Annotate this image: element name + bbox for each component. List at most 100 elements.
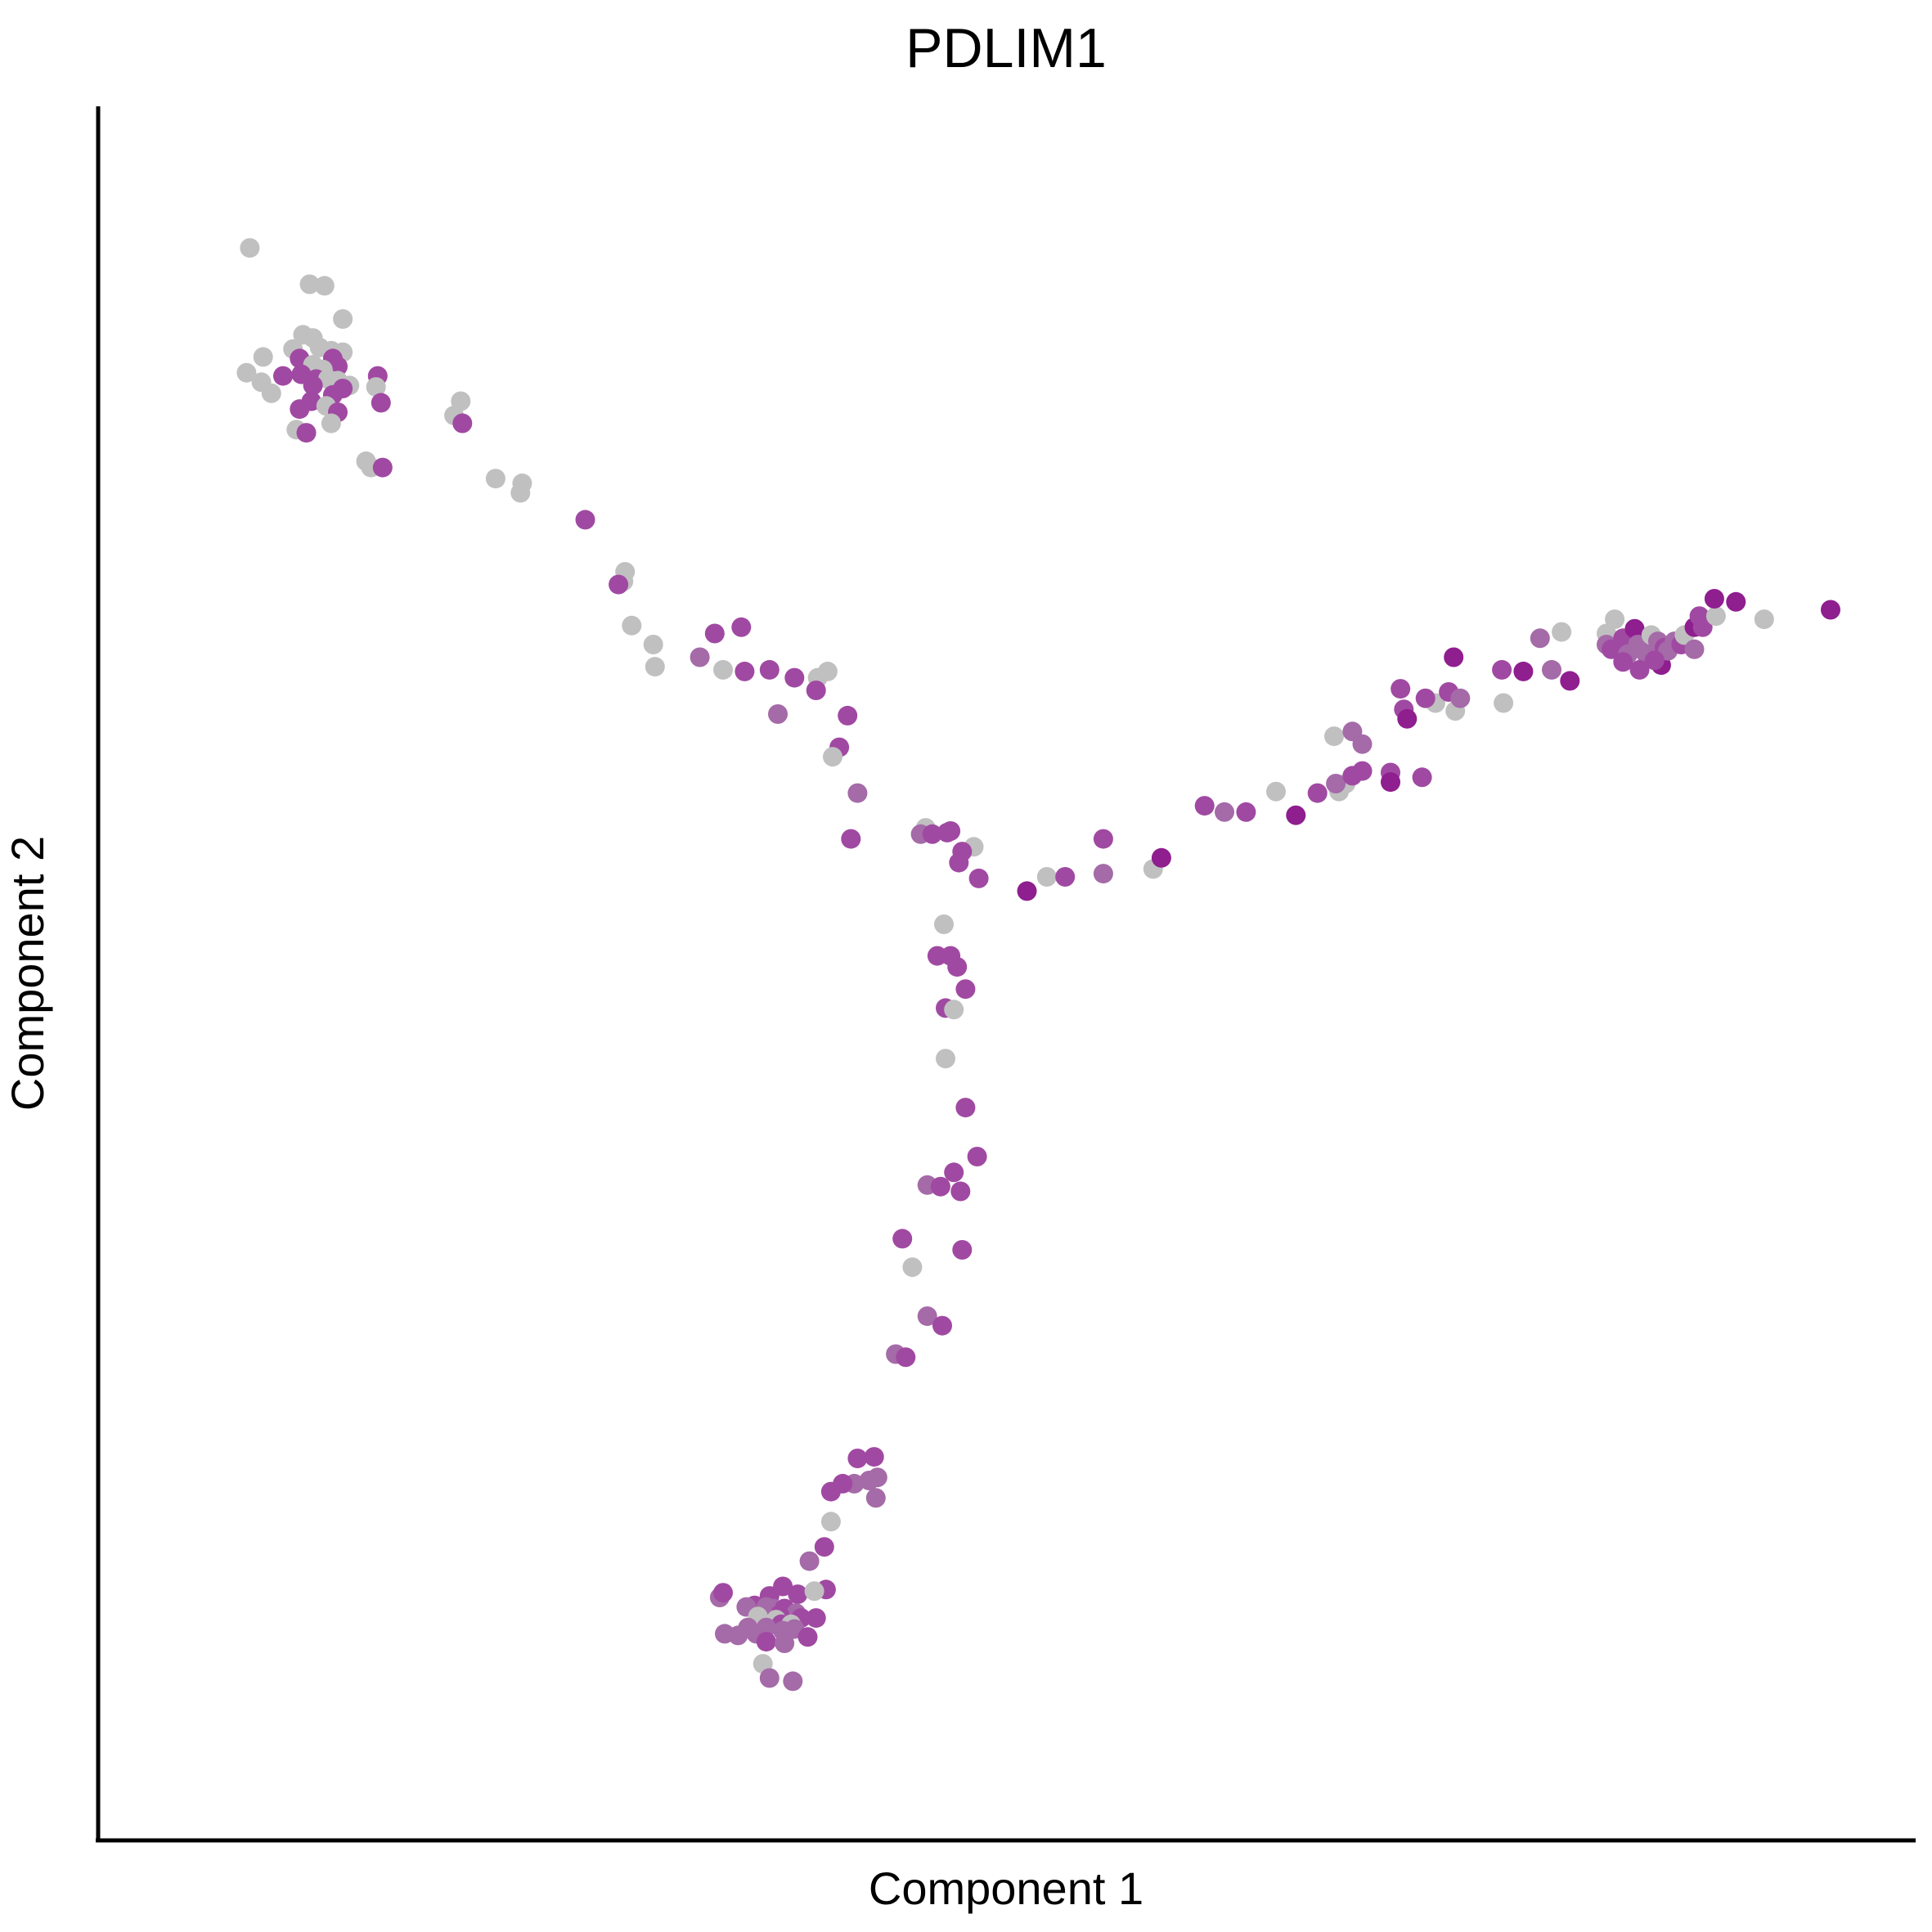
scatter-point bbox=[1236, 802, 1256, 822]
scatter-point bbox=[372, 457, 393, 478]
scatter-point bbox=[1412, 767, 1432, 788]
scatter-point bbox=[1017, 881, 1037, 901]
scatter-point bbox=[713, 1583, 733, 1603]
scatter-point bbox=[303, 375, 323, 396]
scatter-point bbox=[1494, 693, 1514, 713]
scatter-point bbox=[838, 705, 858, 726]
scatter-point bbox=[847, 783, 868, 803]
scatter-point bbox=[798, 1627, 818, 1647]
scatter-point bbox=[1093, 864, 1113, 884]
scatter-point bbox=[1352, 761, 1373, 781]
scatter-point bbox=[1450, 688, 1471, 708]
scatter-point bbox=[299, 274, 320, 294]
scatter-point bbox=[936, 1049, 955, 1069]
scatter-point bbox=[1552, 622, 1572, 642]
scatter-point bbox=[1644, 650, 1665, 671]
scatter-point bbox=[932, 1315, 952, 1336]
scatter-point bbox=[817, 661, 838, 681]
scatter-point bbox=[1726, 591, 1746, 612]
scatter-point bbox=[759, 659, 780, 680]
scatter-point bbox=[1307, 783, 1328, 803]
scatter-point bbox=[1629, 659, 1650, 680]
scatter-point bbox=[333, 309, 353, 329]
scatter-point bbox=[930, 1176, 950, 1197]
scatter-point bbox=[1397, 708, 1418, 729]
scatter-point bbox=[371, 393, 391, 413]
scatter-point bbox=[273, 366, 293, 386]
scatter-point bbox=[1513, 661, 1534, 681]
chart-title: PDLIM1 bbox=[905, 17, 1107, 79]
scatter-point bbox=[1391, 679, 1411, 699]
scatter-point bbox=[820, 1512, 841, 1532]
scatter-point bbox=[896, 1347, 916, 1368]
scatter-point bbox=[917, 1306, 937, 1327]
scatter-point bbox=[892, 1229, 913, 1249]
scatter-point bbox=[735, 661, 755, 681]
scatter-point bbox=[643, 635, 663, 654]
scatter-point bbox=[968, 868, 989, 888]
scatter-point bbox=[759, 1668, 780, 1688]
x-axis-label: Component 1 bbox=[869, 1862, 1143, 1914]
scatter-point bbox=[804, 1581, 824, 1602]
scatter-point bbox=[510, 483, 531, 503]
scatter-point bbox=[947, 957, 968, 977]
scatter-point bbox=[950, 1181, 971, 1202]
scatter-point bbox=[240, 238, 260, 258]
scatter-point bbox=[609, 574, 629, 595]
scatter-point bbox=[1215, 802, 1234, 822]
scatter-point bbox=[806, 1608, 826, 1629]
scatter-point bbox=[1286, 805, 1306, 825]
scatter-point bbox=[645, 657, 665, 677]
scatter-point bbox=[865, 1488, 886, 1508]
scatter-point bbox=[775, 1633, 795, 1653]
scatter-point bbox=[944, 1162, 964, 1183]
scatter-point bbox=[690, 647, 710, 667]
scatter-point bbox=[768, 704, 788, 724]
scatter-point bbox=[575, 510, 595, 530]
scatter-point bbox=[1036, 867, 1057, 887]
scatter-point bbox=[1415, 688, 1436, 708]
scatter-point bbox=[799, 1551, 820, 1571]
scatter-point bbox=[261, 383, 281, 403]
scatter-point bbox=[1326, 774, 1346, 793]
scatter-point bbox=[1624, 618, 1645, 639]
scatter-point bbox=[1151, 847, 1171, 868]
scatter-point bbox=[1689, 606, 1710, 627]
scatter-point bbox=[814, 1537, 834, 1557]
scatter-point bbox=[1381, 772, 1400, 793]
scatter-point bbox=[806, 681, 826, 700]
scatter-point bbox=[841, 829, 861, 849]
scatter-point bbox=[922, 824, 942, 844]
scatter-point bbox=[955, 979, 976, 1000]
scatter-point bbox=[485, 469, 505, 489]
scatter-point bbox=[1613, 652, 1633, 672]
scatter-point bbox=[296, 423, 317, 443]
scatter-point bbox=[955, 1098, 976, 1118]
scatter-point bbox=[1093, 829, 1113, 849]
scatter-point bbox=[820, 1481, 841, 1502]
scatter-point bbox=[823, 747, 842, 767]
scatter-point bbox=[847, 1449, 868, 1468]
scatter-point bbox=[1530, 628, 1550, 649]
scatter-point bbox=[314, 276, 335, 296]
scatter-point bbox=[867, 1467, 887, 1488]
scatter-point bbox=[1266, 781, 1286, 802]
scatter-point bbox=[366, 377, 386, 398]
points-layer bbox=[236, 238, 1840, 1692]
scatter-point bbox=[1605, 609, 1625, 630]
scatter-point bbox=[1055, 867, 1076, 887]
scatter-point bbox=[713, 659, 733, 680]
scatter-point bbox=[728, 1625, 748, 1646]
scatter-point bbox=[756, 1632, 776, 1652]
scatter-point bbox=[1324, 726, 1344, 747]
scatter-point bbox=[783, 1671, 803, 1692]
scatter-point bbox=[1352, 734, 1373, 754]
scatter-point bbox=[1560, 671, 1580, 691]
scatter-point bbox=[934, 914, 954, 934]
scatter-point bbox=[902, 1257, 923, 1278]
scatter-point bbox=[1542, 659, 1561, 680]
scatter-point bbox=[1754, 609, 1774, 630]
scatter-point bbox=[927, 946, 947, 966]
scatter-point bbox=[622, 615, 642, 636]
